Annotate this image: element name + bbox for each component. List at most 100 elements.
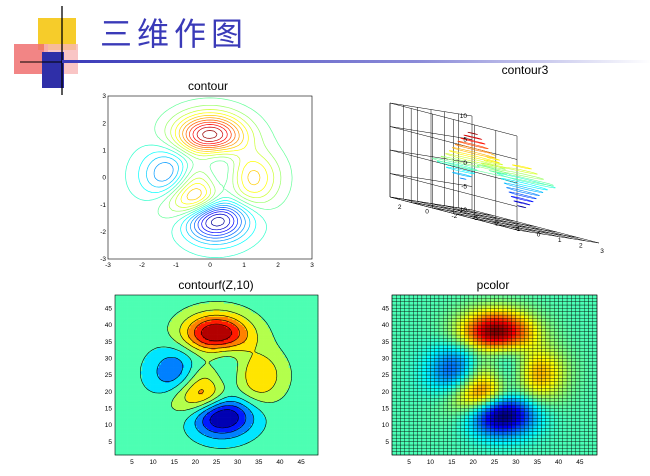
- contourf-cell: [286, 441, 290, 444]
- contourf-cell: [188, 448, 191, 451]
- contourf-cell: [261, 390, 264, 393]
- contourf-cell: [292, 412, 296, 415]
- contourf-cell: [315, 430, 319, 433]
- contourf-cell: [263, 379, 267, 382]
- contourf-cell: [150, 382, 154, 385]
- contourf-cell: [213, 431, 216, 434]
- contourf-cell: [282, 435, 285, 438]
- contourf-cell: [309, 375, 313, 378]
- contourf-cell: [309, 436, 313, 439]
- contourf-cell: [161, 433, 164, 436]
- contourf-cell: [156, 426, 160, 429]
- contourf-cell: [225, 448, 229, 451]
- contourf-cell: [309, 415, 313, 418]
- contourf-cell: [257, 407, 260, 410]
- contourf-cell: [115, 445, 118, 448]
- contourf-cell: [290, 448, 294, 451]
- contourf-cell: [125, 426, 128, 429]
- contourf-cell: [194, 395, 197, 398]
- contourf-cell: [175, 430, 179, 433]
- contourf-cell: [282, 410, 285, 413]
- contourf-cell: [284, 443, 287, 446]
- contourf-cell: [215, 448, 218, 451]
- contourf-cell: [123, 426, 126, 429]
- contourf-cell: [158, 397, 162, 400]
- contourf-cell: [154, 426, 158, 429]
- contourf-cell: [200, 422, 204, 425]
- contourf-cell: [190, 440, 193, 443]
- contourf-cell: [299, 431, 302, 434]
- contourf-cell: [144, 392, 147, 395]
- contourf-cell: [131, 418, 135, 421]
- contourf-cell: [127, 445, 130, 448]
- contourf-cell: [282, 436, 285, 439]
- contourf-cell: [192, 433, 195, 436]
- contourf-cell: [248, 377, 252, 380]
- contourf-cell: [135, 377, 139, 380]
- contourf-cell: [148, 400, 151, 403]
- contourf-cell: [171, 446, 174, 449]
- contourf-cell: [259, 397, 262, 400]
- contourf-cell: [165, 413, 168, 416]
- contourf-cell: [238, 440, 241, 443]
- contourf-cell: [246, 402, 250, 405]
- contourf-cell: [119, 392, 122, 395]
- contourf-cell: [290, 422, 294, 425]
- contourf-cell: [198, 390, 202, 393]
- contourf-cell: [234, 390, 237, 393]
- contourf-cell: [267, 435, 271, 438]
- contourf-cell: [140, 453, 143, 456]
- contourf-cell: [259, 389, 262, 392]
- contourf-cell: [186, 426, 189, 429]
- contourf-cell: [192, 380, 195, 383]
- contourf-cell: [271, 420, 275, 423]
- contourf-cell: [140, 397, 143, 400]
- contourf-cell: [313, 443, 317, 446]
- contourf-cell: [135, 407, 139, 410]
- contourf-cell: [140, 441, 143, 444]
- contourf-cell: [121, 425, 124, 428]
- contourf-cell: [259, 387, 262, 390]
- contourf-cell: [202, 395, 206, 398]
- contourf-cell: [171, 453, 174, 456]
- contourf-cell: [294, 384, 298, 387]
- contourf-cell: [238, 385, 241, 388]
- contourf-cell: [215, 408, 218, 411]
- contourf-cell: [269, 431, 273, 434]
- contourf-cell: [251, 453, 254, 456]
- contourf-cell: [253, 380, 256, 383]
- contourf-cell: [292, 377, 296, 380]
- contourf-cell: [171, 417, 174, 420]
- contourf-cell: [290, 450, 294, 453]
- contourf-cell: [246, 380, 250, 383]
- contourf-cell: [240, 445, 244, 448]
- contourf-cell: [221, 384, 225, 387]
- contourf-cell: [238, 450, 241, 453]
- contourf-cell: [177, 443, 181, 446]
- contourf-cell: [179, 431, 183, 434]
- contourf-cell: [181, 407, 185, 410]
- contourf-cell: [131, 425, 135, 428]
- contourf-cell: [311, 377, 315, 380]
- contourf-cell: [177, 441, 181, 444]
- side-wall-grid-line: [389, 196, 473, 211]
- contourf-cell: [175, 400, 179, 403]
- contourf-cell: [190, 387, 193, 390]
- contourf-cell: [198, 448, 202, 451]
- contourf-cell: [230, 451, 233, 454]
- contourf-cell: [238, 418, 241, 421]
- contourf-cell: [257, 430, 260, 433]
- contourf-cell: [133, 372, 137, 375]
- contourf-cell: [313, 380, 317, 383]
- contourf-cell: [194, 441, 197, 444]
- contourf-cell: [198, 423, 202, 426]
- contourf-cell: [271, 407, 275, 410]
- contourf-cell: [200, 430, 204, 433]
- contourf-cell: [230, 398, 233, 401]
- contourf-cell: [257, 446, 260, 449]
- contourf-cell: [236, 390, 239, 393]
- contourf-cell: [303, 379, 306, 382]
- contourf-cell: [278, 412, 281, 415]
- contourf-cell: [303, 393, 306, 396]
- contourf-cell: [251, 389, 254, 392]
